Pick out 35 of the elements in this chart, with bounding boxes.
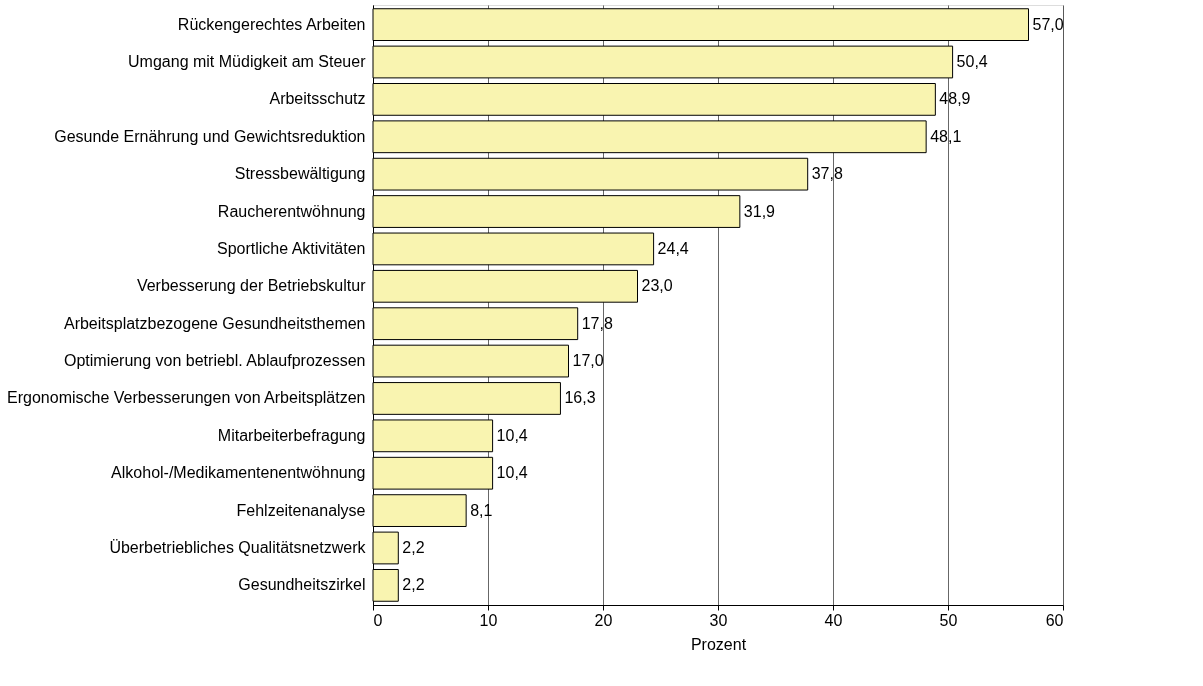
data-label: 23,0 xyxy=(641,277,673,295)
data-label: 50,4 xyxy=(956,53,988,71)
x-tick-label: 10 xyxy=(479,611,498,629)
y-tick-label: Arbeitsschutz xyxy=(269,90,366,108)
x-tick-label: 40 xyxy=(824,611,843,629)
data-label: 2,2 xyxy=(402,576,425,594)
y-tick-label: Umgang mit Müdigkeit am Steuer xyxy=(128,53,367,71)
x-tick-label: 30 xyxy=(709,611,728,629)
x-tick-label: 50 xyxy=(939,611,958,629)
data-label: 10,4 xyxy=(496,464,528,482)
data-label: 31,9 xyxy=(743,202,776,220)
y-tick-label: Überbetriebliches Qualitätsnetzwerk xyxy=(109,538,367,556)
data-label: 2,2 xyxy=(402,538,425,556)
y-tick-label: Fehlzeitenanalyse xyxy=(236,501,366,519)
y-tick-label: Optimierung von betriebl. Ablaufprozessen xyxy=(63,352,366,370)
data-label: 16,3 xyxy=(564,389,596,407)
x-axis-title: Prozent xyxy=(690,635,747,653)
y-tick-label: Arbeitsplatzbezogene Gesundheitsthemen xyxy=(63,314,366,332)
x-tick-label: 0 xyxy=(373,611,383,629)
y-tick-label: Raucherentwöhnung xyxy=(217,202,366,220)
y-tick-label: Ergonomische Verbesserungen von Arbeitsplätzen xyxy=(7,389,366,407)
y-tick-label: Rückengerechtes Arbeiten xyxy=(177,15,366,33)
x-tick-label: 20 xyxy=(594,611,613,629)
data-label: 24,4 xyxy=(657,239,689,257)
y-tick-label: Verbesserung der Betriebskultur xyxy=(136,277,367,295)
data-label: 57,0 xyxy=(1032,15,1064,33)
y-tick-label: Alkohol-/Medikamentenentwöhnung xyxy=(111,464,366,482)
y-tick-label: Stressbewältigung xyxy=(234,165,366,183)
x-tick-label: 60 xyxy=(1045,611,1064,629)
y-tick-label: Sportliche Aktivitäten xyxy=(216,239,366,257)
y-tick-label: Mitarbeiterbefragung xyxy=(217,426,366,444)
data-label: 17,0 xyxy=(572,352,604,370)
y-tick-label: Gesundheitszirkel xyxy=(238,576,366,594)
data-label: 10,4 xyxy=(496,426,528,444)
y-tick-label: Gesunde Ernährung und Gewichtsreduktion xyxy=(54,127,366,145)
